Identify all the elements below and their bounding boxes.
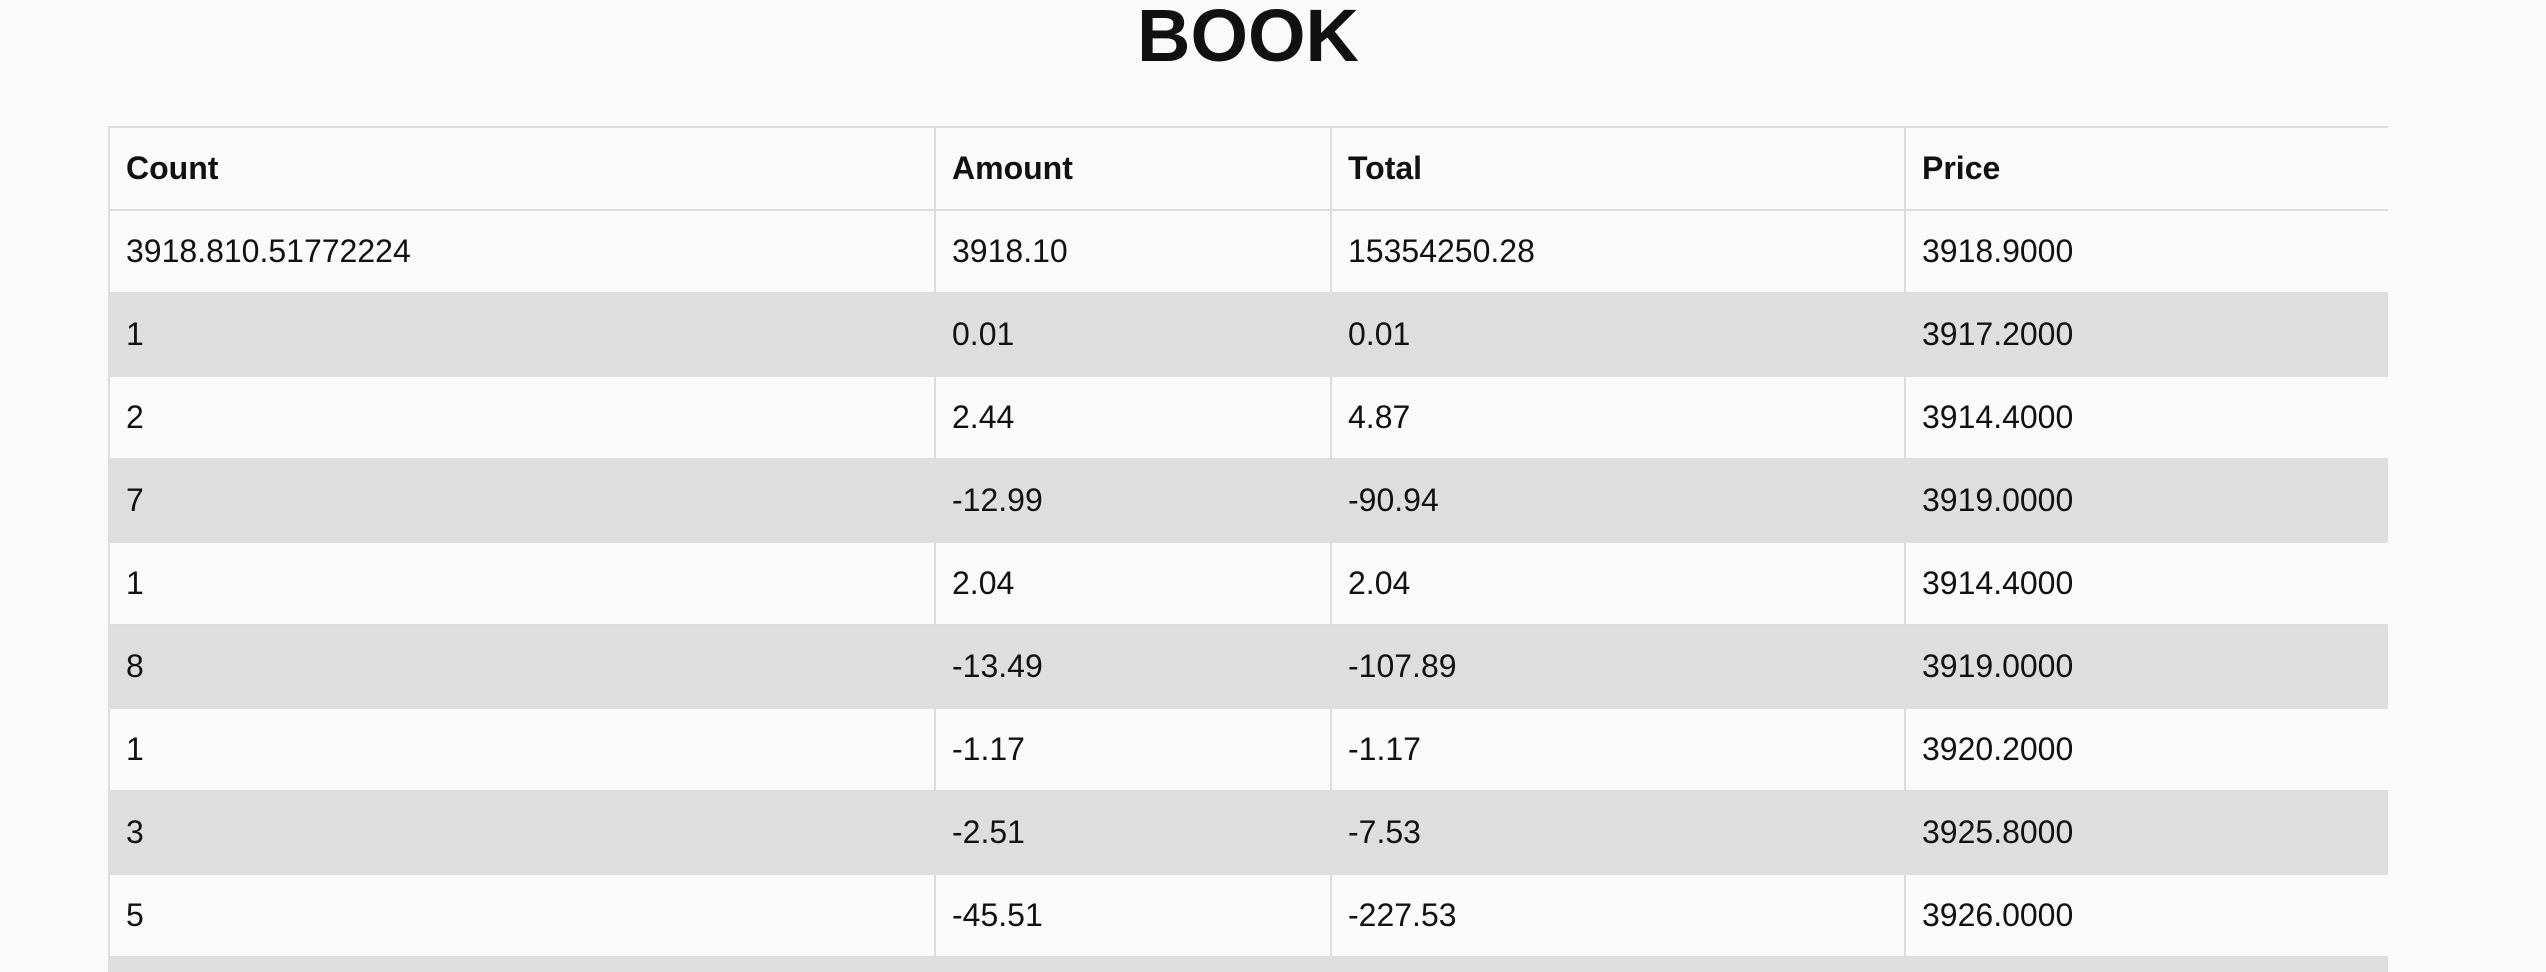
cell-price: 3917.2000 xyxy=(1904,292,2388,377)
cell-total: -227.53 xyxy=(1330,873,1906,958)
table-row: 1 -1.17 -1.17 3920.2000 xyxy=(108,707,2388,792)
table-row: 5 -45.51 -227.53 3926.0000 xyxy=(108,873,2388,958)
cell-count: 3918.810.51772224 xyxy=(108,209,936,294)
table-row: 1 2.04 2.04 3914.4000 xyxy=(108,541,2388,626)
table-row: 3918.810.51772224 3918.10 15354250.28 39… xyxy=(108,209,2388,294)
cell-count: 1 xyxy=(108,707,936,792)
cell-price: 3918.9000 xyxy=(1904,209,2388,294)
cell-price xyxy=(1904,956,2388,972)
cell-amount xyxy=(934,956,1332,972)
table-row: 1 0.01 0.01 3917.2000 xyxy=(108,292,2388,377)
cell-amount: -12.99 xyxy=(934,458,1332,543)
book-table-container: Count Amount Total Price 3918.810.517722… xyxy=(108,126,2388,972)
cell-total xyxy=(1330,956,1906,972)
cell-amount: 3918.10 xyxy=(934,209,1332,294)
cell-amount: -45.51 xyxy=(934,873,1332,958)
cell-count: 5 xyxy=(108,873,936,958)
column-header-total: Total xyxy=(1330,126,1906,211)
cell-price: 3919.0000 xyxy=(1904,458,2388,543)
column-header-price: Price xyxy=(1904,126,2388,211)
cell-total: -90.94 xyxy=(1330,458,1906,543)
cell-amount: -1.17 xyxy=(934,707,1332,792)
cell-total: -7.53 xyxy=(1330,790,1906,875)
cell-total: 15354250.28 xyxy=(1330,209,1906,294)
book-table: Count Amount Total Price 3918.810.517722… xyxy=(108,126,2388,972)
column-header-amount: Amount xyxy=(934,126,1332,211)
cell-count: 1 xyxy=(108,541,936,626)
table-row: 2 2.44 4.87 3914.4000 xyxy=(108,375,2388,460)
cell-count: 7 xyxy=(108,458,936,543)
cell-price: 3925.8000 xyxy=(1904,790,2388,875)
cell-price: 3926.0000 xyxy=(1904,873,2388,958)
cell-price: 3920.2000 xyxy=(1904,707,2388,792)
cell-amount: 2.04 xyxy=(934,541,1332,626)
cell-price: 3914.4000 xyxy=(1904,375,2388,460)
cell-amount: -13.49 xyxy=(934,624,1332,709)
cell-total: 0.01 xyxy=(1330,292,1906,377)
cell-total: 4.87 xyxy=(1330,375,1906,460)
cell-total: -107.89 xyxy=(1330,624,1906,709)
cell-count: 3 xyxy=(108,790,936,875)
cell-price: 3914.4000 xyxy=(1904,541,2388,626)
cell-count: 2 xyxy=(108,375,936,460)
page-title: BOOK xyxy=(1137,0,1359,77)
table-header-row: Count Amount Total Price xyxy=(108,126,2388,211)
table-row: 7 -12.99 -90.94 3919.0000 xyxy=(108,458,2388,543)
column-header-count: Count xyxy=(108,126,936,211)
cell-count: 8 xyxy=(108,624,936,709)
cell-total: -1.17 xyxy=(1330,707,1906,792)
cell-amount: 2.44 xyxy=(934,375,1332,460)
cell-total: 2.04 xyxy=(1330,541,1906,626)
cell-price: 3919.0000 xyxy=(1904,624,2388,709)
table-row: 8 -13.49 -107.89 3919.0000 xyxy=(108,624,2388,709)
cell-count: 1 xyxy=(108,292,936,377)
table-row: 3 -2.51 -7.53 3925.8000 xyxy=(108,790,2388,875)
cell-amount: -2.51 xyxy=(934,790,1332,875)
table-row xyxy=(108,956,2388,972)
cell-count xyxy=(108,956,936,972)
cell-amount: 0.01 xyxy=(934,292,1332,377)
